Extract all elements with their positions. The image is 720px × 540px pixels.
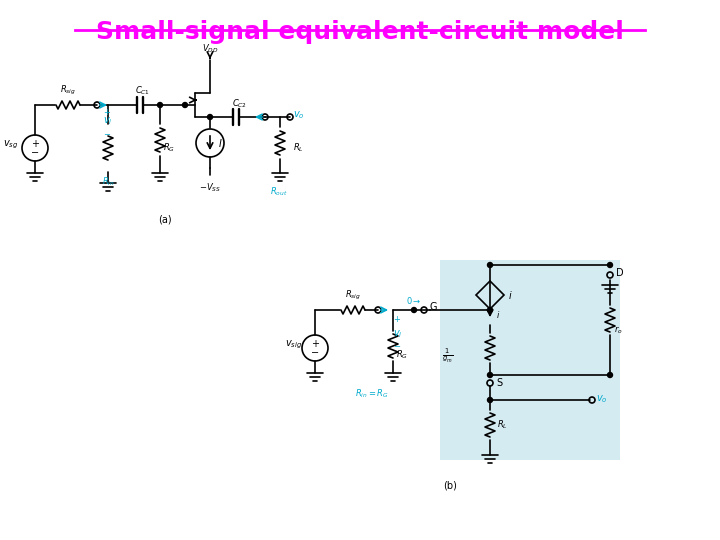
Text: $v_o$: $v_o$ xyxy=(293,109,305,121)
Text: S: S xyxy=(496,378,502,388)
Text: $R_G$: $R_G$ xyxy=(396,349,408,361)
Text: Small-signal equivalent-circuit model: Small-signal equivalent-circuit model xyxy=(96,20,624,44)
Text: +: + xyxy=(311,339,319,349)
Text: $V_{DD}$: $V_{DD}$ xyxy=(202,43,218,55)
Text: −: − xyxy=(393,342,400,351)
Text: (a): (a) xyxy=(158,215,172,225)
Circle shape xyxy=(412,307,416,313)
Text: $v_o$: $v_o$ xyxy=(596,393,608,405)
Text: D: D xyxy=(616,268,624,278)
Text: $-V_{SS}$: $-V_{SS}$ xyxy=(199,182,221,194)
Text: $v_i$: $v_i$ xyxy=(393,328,402,340)
Circle shape xyxy=(608,373,613,377)
Text: −: − xyxy=(31,148,39,158)
Circle shape xyxy=(487,307,492,313)
Text: $R_L$: $R_L$ xyxy=(293,141,304,154)
Circle shape xyxy=(158,103,163,107)
Circle shape xyxy=(182,103,187,107)
Text: $i$: $i$ xyxy=(496,309,500,321)
Text: $R_{in}$: $R_{in}$ xyxy=(102,175,114,187)
Text: $R_{sig}$: $R_{sig}$ xyxy=(345,289,361,302)
Text: +: + xyxy=(393,315,400,324)
Text: +: + xyxy=(103,108,110,117)
Circle shape xyxy=(207,114,212,119)
Text: $C_{C2}$: $C_{C2}$ xyxy=(233,98,248,110)
Text: −: − xyxy=(103,130,110,139)
Text: $v_{sg}$: $v_{sg}$ xyxy=(3,139,18,151)
Circle shape xyxy=(487,262,492,267)
FancyBboxPatch shape xyxy=(440,260,620,460)
Circle shape xyxy=(487,397,492,402)
Text: G: G xyxy=(430,302,438,312)
Text: $R_{sig}$: $R_{sig}$ xyxy=(60,84,76,97)
Text: $R_{out}$: $R_{out}$ xyxy=(270,185,287,198)
Circle shape xyxy=(608,262,613,267)
Text: $I$: $I$ xyxy=(218,137,222,149)
Text: $i$: $i$ xyxy=(508,289,513,301)
Text: $R_L$: $R_L$ xyxy=(497,418,508,431)
Text: $R_{in} = R_G$: $R_{in} = R_G$ xyxy=(355,388,389,401)
Text: $C_{C1}$: $C_{C1}$ xyxy=(135,84,150,97)
Circle shape xyxy=(487,373,492,377)
Text: $0\rightarrow$: $0\rightarrow$ xyxy=(406,294,422,306)
Text: $v_i$: $v_i$ xyxy=(103,115,112,127)
Text: $\frac{1}{g_m}$: $\frac{1}{g_m}$ xyxy=(442,346,453,364)
Text: (b): (b) xyxy=(443,480,457,490)
Text: $v_{sig}$: $v_{sig}$ xyxy=(284,339,302,351)
Text: +: + xyxy=(31,139,39,149)
Text: −: − xyxy=(311,348,319,358)
Text: $R_G$: $R_G$ xyxy=(163,141,175,154)
Text: $r_o$: $r_o$ xyxy=(614,324,623,336)
